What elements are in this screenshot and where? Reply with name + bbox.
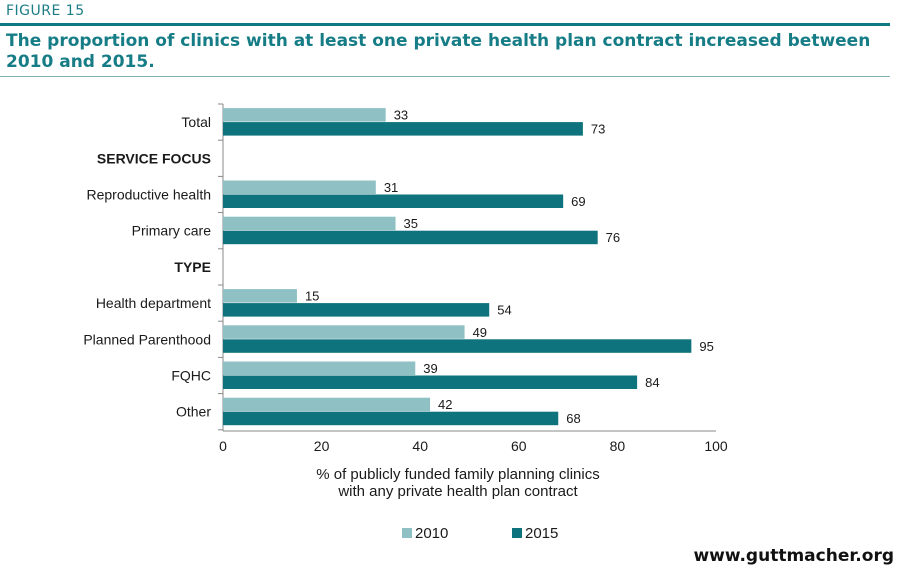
legend-swatch-2010 — [402, 528, 412, 538]
bar-2015 — [223, 303, 490, 317]
section-header-label: TYPE — [174, 259, 211, 275]
footer-url: www.guttmacher.org — [693, 546, 894, 566]
bar-2015 — [223, 122, 583, 136]
bar-2010 — [223, 361, 416, 375]
data-label: 39 — [423, 361, 437, 376]
data-label: 15 — [305, 289, 319, 304]
bar-2010 — [223, 108, 386, 122]
legend-label: 2015 — [525, 525, 558, 542]
x-axis-title: % of publicly funded family planning cli… — [316, 466, 599, 483]
bar-2015 — [223, 411, 559, 426]
x-tick-label: 40 — [412, 438, 428, 454]
category-label: FQHC — [171, 368, 211, 384]
x-axis-title: with any private health plan contract — [337, 483, 578, 500]
data-label: 35 — [404, 216, 418, 231]
category-label: Primary care — [132, 223, 212, 239]
chart-title: The proportion of clinics with at least … — [6, 31, 871, 72]
bar-2010 — [223, 325, 465, 339]
data-label: 33 — [394, 108, 408, 123]
x-tick-label: 20 — [314, 438, 330, 454]
bar-2015 — [223, 194, 564, 208]
data-label: 42 — [438, 397, 452, 412]
x-tick-label: 80 — [610, 438, 626, 454]
category-label: Other — [176, 404, 211, 420]
top-rule — [0, 23, 890, 26]
bar-2010 — [223, 180, 376, 194]
x-tick-label: 60 — [511, 438, 527, 454]
data-label: 84 — [645, 375, 659, 390]
x-tick-label: 100 — [704, 438, 728, 454]
section-header-label: SERVICE FOCUS — [97, 150, 211, 166]
category-label: Health department — [96, 295, 211, 311]
category-label: Total — [181, 114, 211, 130]
bar-2015 — [223, 339, 692, 353]
category-label: Planned Parenthood — [83, 331, 211, 347]
data-label: 68 — [566, 411, 580, 426]
data-label: 54 — [497, 303, 511, 318]
data-label: 73 — [591, 122, 605, 137]
data-label: 69 — [571, 194, 585, 209]
figure-label: FIGURE 15 — [6, 3, 85, 19]
bar-2015 — [223, 230, 598, 245]
data-label: 31 — [384, 180, 398, 195]
bar-2010 — [223, 397, 431, 412]
x-tick-label: 0 — [219, 438, 227, 454]
bar-2010 — [223, 216, 396, 231]
bar-2015 — [223, 375, 638, 389]
category-label: Reproductive health — [86, 187, 211, 203]
bar-2010 — [223, 289, 297, 303]
data-label: 76 — [606, 230, 620, 245]
legend-label: 2010 — [415, 525, 448, 542]
title-rule — [0, 76, 890, 77]
data-label: 49 — [473, 325, 487, 340]
data-label: 95 — [699, 339, 713, 354]
legend-swatch-2015 — [512, 528, 522, 538]
